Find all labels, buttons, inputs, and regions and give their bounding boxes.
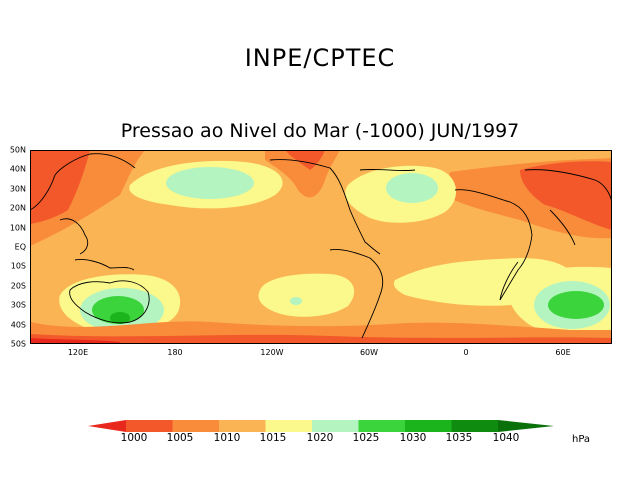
deep-low-asia <box>30 150 90 224</box>
lat-label-eq: EQ <box>14 242 26 252</box>
lat-label-20n: 20N <box>9 203 26 213</box>
legend-swatch-1020-1025 <box>312 420 359 432</box>
legend-swatch-1005-1010 <box>172 420 219 432</box>
high-azores-core <box>386 173 438 203</box>
legend-swatch-above-1040 <box>498 420 554 432</box>
high-south-pacific-core <box>290 297 302 305</box>
high-australia-peak <box>110 312 130 324</box>
legend-label-1005: 1005 <box>166 432 194 444</box>
lon-label-60w: 60W <box>359 348 379 357</box>
organization-title: INPE/CPTEC <box>244 44 396 72</box>
legend-label-1025: 1025 <box>352 432 380 444</box>
legend-label-1020: 1020 <box>306 432 334 444</box>
high-australia-core <box>92 296 144 324</box>
lon-label-120e: 120E <box>67 348 89 357</box>
legend-swatch-1010-1015 <box>219 420 266 432</box>
legend-swatch-1015-1020 <box>265 420 312 432</box>
deep-low-southern-ocean <box>30 334 612 344</box>
low-pressure-north-pacific-gulf <box>265 150 340 198</box>
map-title: Pressao ao Nivel do Mar (-1000) JUN/1997 <box>120 120 520 142</box>
lat-label-50n: 50N <box>9 145 26 155</box>
lon-label-0: 0 <box>463 348 469 357</box>
lat-label-20s: 20S <box>10 281 26 291</box>
legend-swatch-1030-1035 <box>405 420 452 432</box>
legend-label-1015: 1015 <box>259 432 287 444</box>
lat-label-10n: 10N <box>9 223 26 233</box>
high-south-pacific <box>258 273 355 317</box>
lat-label-30n: 30N <box>9 184 26 194</box>
legend-swatch-1035-1040 <box>451 420 498 432</box>
deep-low-alaska <box>285 150 325 170</box>
legend-swatch-below-1000 <box>88 420 126 432</box>
map-border <box>30 150 612 344</box>
lat-label-40s: 40S <box>10 320 26 330</box>
legend-swatch-1000-1005 <box>126 420 173 432</box>
legend-label-1040: 1040 <box>492 432 520 444</box>
deepest-low-southern-ocean <box>30 338 120 344</box>
lon-label-180: 180 <box>167 348 183 357</box>
lat-label-30s: 30S <box>10 300 26 310</box>
legend-label-1030: 1030 <box>399 432 427 444</box>
legend-swatch-1025-1030 <box>358 420 405 432</box>
legend-unit: hPa <box>572 434 591 445</box>
lon-label-120w: 120W <box>260 348 284 357</box>
legend-label-1000: 1000 <box>120 432 148 444</box>
pressure-map <box>30 150 612 344</box>
lat-label-10s: 10S <box>10 261 26 271</box>
legend-label-1035: 1035 <box>445 432 473 444</box>
lat-label-50s: 50S <box>10 339 26 349</box>
coastlines <box>30 153 612 339</box>
lat-label-40n: 40N <box>9 164 26 174</box>
high-indian-ocean-core <box>548 291 604 319</box>
legend-label-1010: 1010 <box>213 432 241 444</box>
lon-label-60e: 60E <box>555 348 571 357</box>
color-legend <box>88 420 554 432</box>
high-north-pacific-core <box>166 167 254 199</box>
